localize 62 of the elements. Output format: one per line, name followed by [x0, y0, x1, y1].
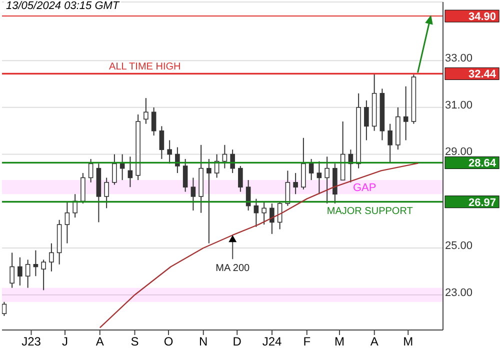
ref-line-label: 26.97 [468, 196, 496, 209]
candlestick [159, 126, 164, 160]
y-tick-label: 33.00 [445, 52, 473, 64]
x-tick-label: S [130, 334, 139, 349]
candlestick [293, 172, 298, 195]
x-tick-label: M [334, 334, 344, 349]
candlestick [167, 140, 172, 164]
band-label: GAP [353, 182, 376, 194]
candlestick [270, 202, 274, 234]
candlestick [324, 156, 330, 204]
candlestick [364, 100, 369, 141]
candlestick [388, 123, 392, 164]
candlestick [18, 256, 22, 286]
candlestick [222, 144, 228, 169]
x-tick-label: F [303, 334, 311, 349]
x-tick-label: J [62, 334, 68, 349]
candlestick [128, 156, 133, 188]
candlestick [308, 158, 314, 181]
chart-title: 13/05/2024 03:15 GMT [4, 0, 122, 12]
candlestick [238, 166, 243, 192]
x-tick-label: J24 [262, 334, 282, 349]
candlestick [182, 158, 188, 192]
candlestick [175, 146, 180, 174]
candlestick [72, 194, 78, 218]
candlestick [230, 149, 235, 174]
annotation: MAJOR SUPPORT [326, 206, 413, 217]
candlestick [80, 172, 86, 204]
candlestick [301, 137, 306, 190]
candlestick [104, 177, 109, 209]
candlestick [144, 98, 148, 124]
y-tick-label: 29.00 [445, 146, 473, 158]
x-tick-label: M [403, 334, 414, 349]
candlestick [403, 86, 408, 141]
y-tick-label: 23.00 [445, 286, 473, 299]
x-tick-label: O [164, 334, 174, 349]
x-tick-label: A [96, 334, 104, 349]
x-tick-label: N [199, 334, 208, 349]
x-tick-label: J23 [22, 334, 42, 349]
candlestick [316, 160, 322, 195]
ref-line-label: 28.64 [468, 158, 497, 170]
ref-line-label: 34.90 [468, 11, 496, 24]
candlestick [112, 154, 117, 186]
candlestick [190, 177, 196, 212]
candlestick [64, 200, 70, 244]
candlestick [151, 106, 156, 136]
y-tick-label: 25.00 [445, 240, 473, 252]
candlestick [262, 200, 266, 226]
candlestick [254, 198, 259, 228]
candlestick [33, 250, 38, 277]
candlestick [25, 259, 30, 288]
x-tick-label: A [370, 334, 378, 349]
annotation: ALL TIME HIGH [109, 62, 181, 73]
annotation: MA 200 [216, 263, 250, 274]
ref-line-label: 32.44 [468, 68, 497, 81]
line-series [99, 162, 419, 328]
candlestick [49, 242, 54, 272]
y-tick-label: 31.00 [445, 99, 473, 112]
candlestick [88, 158, 94, 183]
candlestick [206, 158, 212, 244]
candlestick [41, 259, 46, 291]
candlestick [10, 252, 14, 288]
x-tick-label: D [232, 334, 242, 349]
